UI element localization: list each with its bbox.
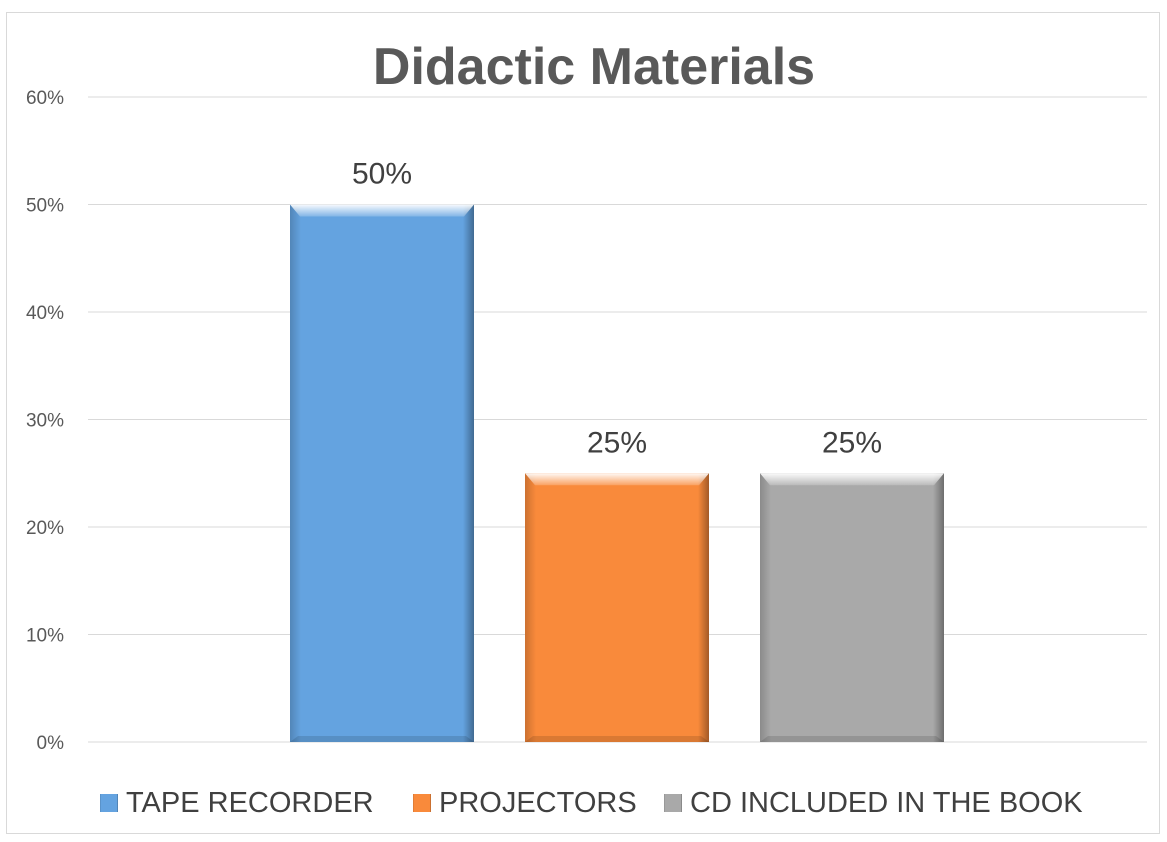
y-tick-label: 20% — [26, 518, 64, 539]
y-tick-label: 30% — [26, 411, 64, 432]
data-label: 50% — [352, 158, 412, 191]
bar — [525, 473, 709, 742]
bar — [760, 473, 944, 742]
legend-item: CD INCLUDED IN THE BOOK — [664, 787, 1083, 819]
chart-title: Didactic Materials — [373, 38, 815, 96]
bars — [290, 204, 944, 742]
y-tick-label: 40% — [26, 303, 64, 324]
y-tick-label: 0% — [37, 733, 65, 754]
legend-label: TAPE RECORDER — [126, 787, 374, 819]
bar — [290, 204, 474, 742]
y-axis-ticks: 0% 10% 20% 30% 40% 50% 60% — [26, 88, 64, 754]
chart-frame — [6, 12, 1160, 834]
data-label: 25% — [587, 426, 647, 459]
legend: TAPE RECORDER PROJECTORS CD INCLUDED IN TH… — [100, 787, 1083, 819]
legend-label: PROJECTORS — [439, 787, 637, 819]
legend-label: CD INCLUDED IN THE BOOK — [690, 787, 1083, 819]
legend-item: PROJECTORS — [413, 787, 637, 819]
y-tick-label: 10% — [26, 626, 64, 647]
data-labels: 50% 25% 25% — [352, 158, 882, 460]
legend-item: TAPE RECORDER — [100, 787, 374, 819]
y-tick-label: 60% — [26, 88, 64, 109]
data-label: 25% — [822, 426, 882, 459]
grid-layer — [88, 96, 1147, 743]
y-tick-label: 50% — [26, 196, 64, 217]
